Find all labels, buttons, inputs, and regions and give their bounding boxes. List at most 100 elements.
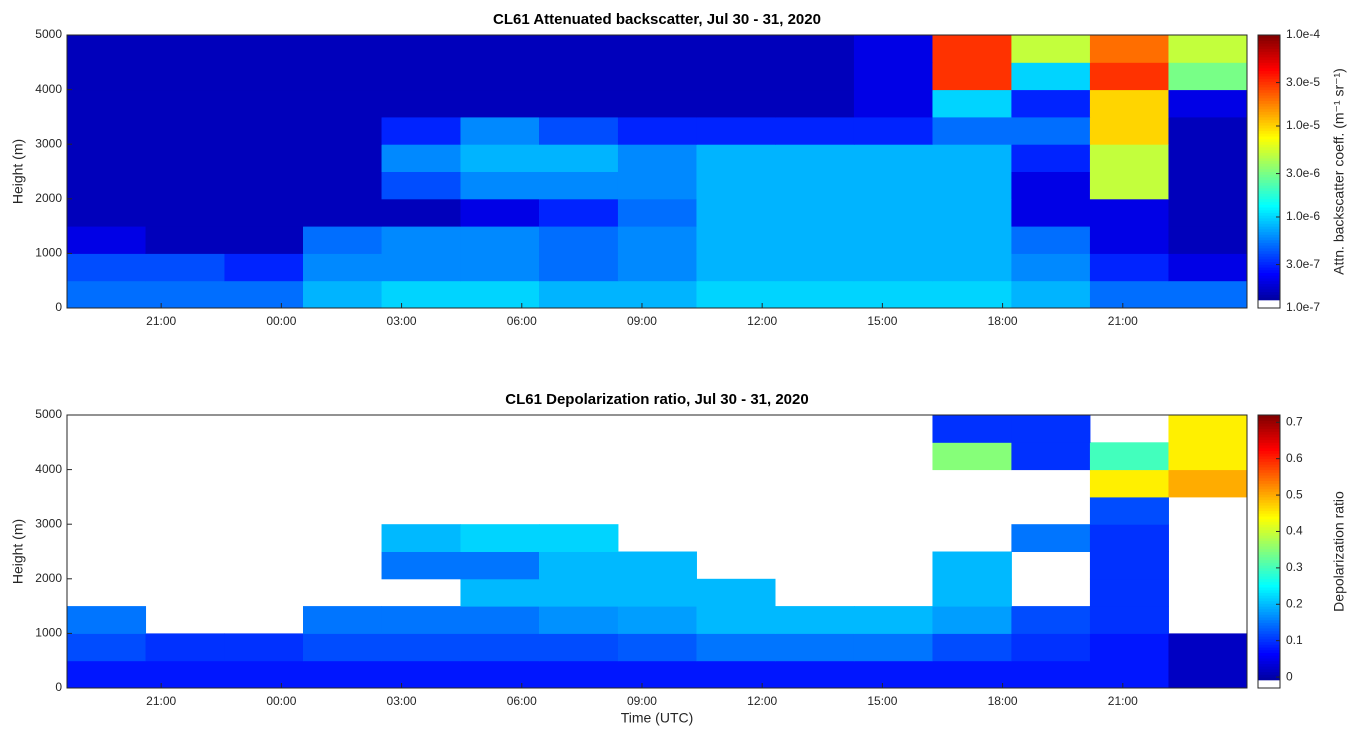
colorbar-swatch <box>1258 237 1280 241</box>
colorbar-swatch <box>1258 447 1280 451</box>
x-axis-label: Time (UTC) <box>621 710 694 726</box>
heat-cell <box>460 606 540 634</box>
colorbar-swatch <box>1258 193 1280 197</box>
colorbar-swatch <box>1258 434 1280 438</box>
colorbar-swatch <box>1258 526 1280 531</box>
heat-cell <box>617 171 697 200</box>
heat-cell <box>145 280 225 309</box>
heat-cell <box>775 253 855 282</box>
heat-cell <box>1089 660 1169 689</box>
colorbar-swatch <box>1258 603 1280 607</box>
heat-cell <box>224 226 304 254</box>
heat-cell <box>696 198 776 227</box>
heat-cell <box>932 280 1012 309</box>
heat-cell <box>932 171 1012 200</box>
colorbar-tick-label: 0.4 <box>1286 524 1303 538</box>
heat-cell <box>1089 226 1169 254</box>
colorbar-swatch <box>1258 204 1280 208</box>
heat-cell <box>932 578 1012 607</box>
heat-cell <box>539 89 619 118</box>
heat-cell <box>539 280 619 309</box>
heat-cell <box>696 253 776 282</box>
heat-cell <box>224 198 304 227</box>
heat-cell <box>381 171 461 200</box>
colorbar-swatch <box>1258 127 1280 132</box>
colorbar-swatch <box>1258 239 1280 243</box>
heat-cell <box>775 606 855 634</box>
heat-cell <box>1168 660 1248 689</box>
heat-cell <box>460 62 540 91</box>
colorbar-swatch <box>1258 253 1280 257</box>
colorbar-swatch <box>1258 176 1280 181</box>
heat-cell <box>696 280 776 309</box>
heat-cell <box>775 35 855 63</box>
heat-cell <box>1168 415 1248 443</box>
colorbar-swatch <box>1258 247 1280 252</box>
heat-cell <box>1089 253 1169 282</box>
colorbar-swatch <box>1258 157 1280 162</box>
colorbar-swatch <box>1258 250 1280 254</box>
colorbar-swatch <box>1258 201 1280 205</box>
heat-cell <box>1089 633 1169 662</box>
heat-cell <box>1089 442 1169 471</box>
heat-cell <box>539 226 619 254</box>
colorbar-swatch <box>1258 636 1280 640</box>
heat-cell <box>539 144 619 172</box>
x-tick-label: 21:00 <box>1108 314 1138 328</box>
colorbar-swatch <box>1258 516 1280 520</box>
colorbar-swatch <box>1258 51 1280 55</box>
colorbar-swatch <box>1258 73 1280 77</box>
heat-cell <box>775 62 855 91</box>
heat-cell <box>1011 660 1091 689</box>
colorbar-swatch <box>1258 453 1280 457</box>
colorbar-swatch <box>1258 477 1280 482</box>
heat-cell <box>1011 633 1091 662</box>
heat-cell <box>617 253 697 282</box>
heat-cell <box>1011 280 1091 309</box>
heat-cell <box>381 226 461 254</box>
heat-cell <box>67 89 147 118</box>
colorbar-swatch <box>1258 163 1280 167</box>
colorbar-swatch <box>1258 496 1280 501</box>
colorbar-swatch <box>1258 86 1280 91</box>
colorbar-swatch <box>1258 535 1280 539</box>
heat-cell <box>224 62 304 91</box>
colorbar-tick-label: 0.2 <box>1286 596 1303 610</box>
colorbar-swatch <box>1258 633 1280 637</box>
heat-cell <box>932 62 1012 91</box>
heat-cell <box>853 144 933 172</box>
colorbar-tick-label: 1.0e-5 <box>1286 118 1320 132</box>
heat-cell <box>1089 116 1169 145</box>
heat-cell <box>460 551 540 580</box>
x-tick-label: 12:00 <box>747 694 777 708</box>
heat-cell <box>696 606 776 634</box>
heat-cell <box>460 524 540 552</box>
heat-cell <box>1089 496 1169 525</box>
heat-cell <box>853 280 933 309</box>
heat-cell <box>539 660 619 689</box>
heat-cell <box>539 116 619 145</box>
colorbar-swatch <box>1258 179 1280 183</box>
heat-cell <box>853 253 933 282</box>
colorbar-swatch <box>1258 551 1280 555</box>
x-tick-label: 15:00 <box>867 314 897 328</box>
colorbar-swatch <box>1258 294 1280 298</box>
heat-cell <box>1168 35 1248 63</box>
colorbar-swatch <box>1258 291 1280 295</box>
heat-cell <box>775 660 855 689</box>
colorbar-swatch <box>1258 288 1280 293</box>
colorbar-swatch <box>1258 556 1280 561</box>
colorbar-swatch <box>1258 155 1280 159</box>
colorbar-swatch <box>1258 280 1280 284</box>
heat-cell <box>617 89 697 118</box>
colorbar-swatch <box>1258 84 1280 88</box>
heat-cell <box>145 144 225 172</box>
colorbar-swatch <box>1258 655 1280 659</box>
heat-cell <box>381 551 461 580</box>
heat-cell <box>381 62 461 91</box>
heat-cell <box>775 280 855 309</box>
heat-cell <box>1011 415 1091 443</box>
heat-cell <box>67 633 147 662</box>
heat-cell <box>460 35 540 63</box>
colorbar-swatch <box>1258 464 1280 468</box>
